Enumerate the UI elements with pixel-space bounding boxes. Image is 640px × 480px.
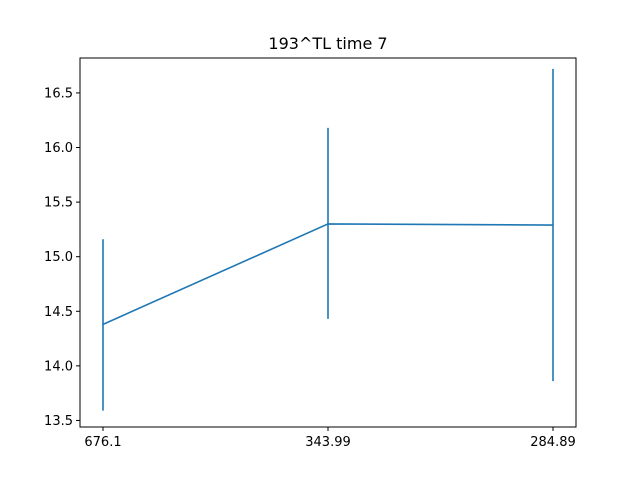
y-tick-label: 13.5: [44, 414, 73, 429]
chart-title: 193^TL time 7: [268, 34, 387, 53]
y-tick-label: 16.5: [44, 86, 73, 101]
y-tick-label: 16.0: [44, 141, 73, 156]
data-point: [552, 224, 554, 226]
x-tick-label: 284.89: [530, 435, 576, 450]
x-tick-label: 343.99: [305, 435, 351, 450]
y-tick-label: 14.0: [44, 359, 73, 374]
data-point: [102, 323, 104, 326]
y-axis: 13.5 14.0 14.5 15.0 15.5 16.0 16.5: [44, 86, 80, 429]
y-tick-label: 15.0: [44, 250, 73, 265]
data-point: [327, 223, 329, 225]
y-tick-label: 14.5: [44, 305, 73, 320]
y-tick-label: 15.5: [44, 196, 73, 211]
x-axis: 676.1 343.99 284.89: [84, 427, 576, 450]
series-group: [102, 223, 554, 326]
x-tick-label: 676.1: [84, 435, 121, 450]
error-bars: [102, 68, 554, 411]
